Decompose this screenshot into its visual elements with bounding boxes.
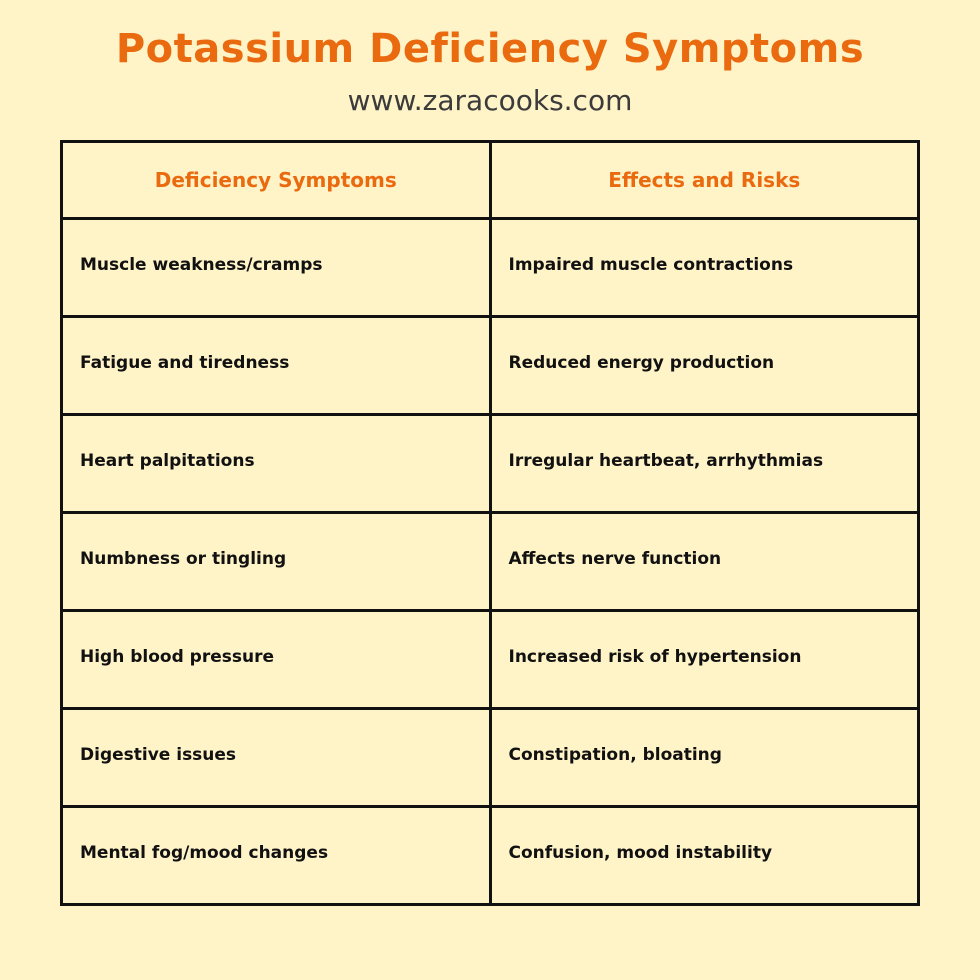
symptom-cell: Numbness or tingling (60, 511, 492, 612)
table-row: Mental fog/mood changes Confusion, mood … (60, 805, 920, 906)
symptom-cell: Heart palpitations (60, 413, 492, 514)
effect-cell: Affects nerve function (488, 511, 920, 612)
table-row: High blood pressure Increased risk of hy… (60, 609, 920, 710)
symptoms-table: Deficiency Symptoms Effects and Risks Mu… (60, 140, 920, 906)
effect-cell: Increased risk of hypertension (488, 609, 920, 710)
symptom-cell: Digestive issues (60, 707, 492, 808)
table-row: Muscle weakness/cramps Impaired muscle c… (60, 217, 920, 318)
symptom-cell: Fatigue and tiredness (60, 315, 492, 416)
effect-cell: Confusion, mood instability (488, 805, 920, 906)
table-row: Fatigue and tiredness Reduced energy pro… (60, 315, 920, 416)
symptom-cell: High blood pressure (60, 609, 492, 710)
effect-cell: Irregular heartbeat, arrhythmias (488, 413, 920, 514)
column-header-effects: Effects and Risks (488, 140, 920, 220)
column-header-symptoms: Deficiency Symptoms (60, 140, 492, 220)
symptom-cell: Mental fog/mood changes (60, 805, 492, 906)
table-row: Numbness or tingling Affects nerve funct… (60, 511, 920, 612)
symptom-cell: Muscle weakness/cramps (60, 217, 492, 318)
effect-cell: Impaired muscle contractions (488, 217, 920, 318)
table-row: Digestive issues Constipation, bloating (60, 707, 920, 808)
table-header-row: Deficiency Symptoms Effects and Risks (60, 140, 920, 220)
table-row: Heart palpitations Irregular heartbeat, … (60, 413, 920, 514)
page-title: Potassium Deficiency Symptoms (115, 26, 865, 72)
website-url: www.zaracooks.com (347, 84, 633, 117)
effect-cell: Reduced energy production (488, 315, 920, 416)
effect-cell: Constipation, bloating (488, 707, 920, 808)
